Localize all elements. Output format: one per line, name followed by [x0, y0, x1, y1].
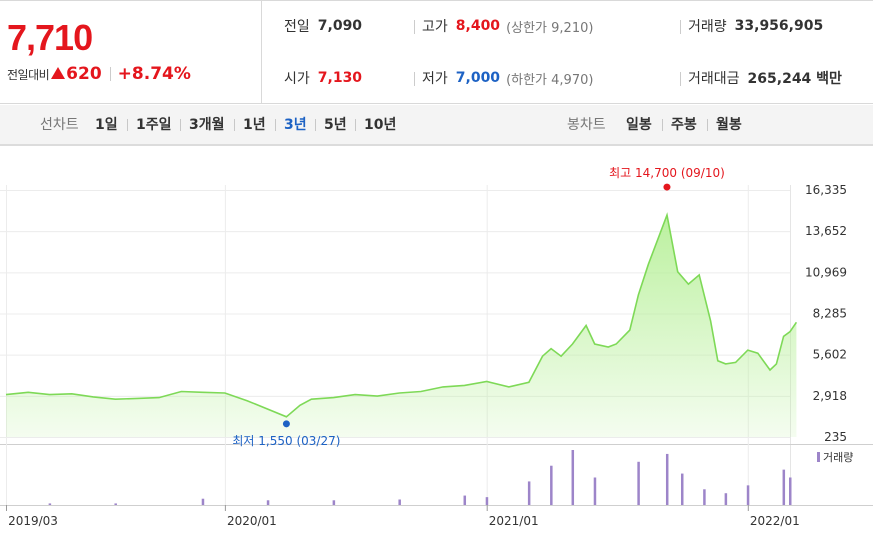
price-line [5, 212, 798, 418]
high-label: 고가 [422, 19, 448, 35]
change-percent: +8.74% [117, 64, 191, 84]
volume-bar [665, 453, 669, 505]
volume-bar [332, 500, 336, 505]
low-price: 저가 7,000 (하한가 4,970) [422, 68, 593, 88]
divider [180, 119, 181, 131]
volume-bar [201, 498, 205, 505]
divider [680, 72, 681, 86]
monthly-candle-button[interactable]: 월봉 [716, 117, 742, 133]
y-tick-label: 10,969 [805, 265, 847, 279]
max-annotation: 최고 14,700 (09/10) [609, 166, 725, 180]
volume-bar [114, 503, 117, 505]
min-annotation: 최저 1,550 (03/27) [232, 434, 340, 448]
period-5y-button[interactable]: 5년 [324, 117, 347, 133]
change-label: 전일대비 [7, 67, 50, 82]
current-price: 7,710 [7, 17, 93, 58]
divider [234, 119, 235, 131]
volume-bar [703, 489, 706, 505]
divider [662, 119, 663, 131]
up-triangle-icon [51, 67, 66, 79]
amount-label: 거래대금 [688, 71, 740, 87]
prev-close-value: 7,090 [317, 18, 363, 34]
volume-value: 33,956,905 [734, 18, 824, 34]
divider [355, 119, 356, 131]
max-marker [663, 183, 671, 191]
open-label: 시가 [284, 71, 310, 87]
daily-candle-button[interactable]: 일봉 [626, 117, 652, 133]
x-tick-label: 2019/03 [8, 514, 58, 528]
period-3y-button[interactable]: 3년 [284, 117, 307, 133]
change-row: 전일대비 620 +8.74% [7, 63, 191, 85]
period-1y-button[interactable]: 1년 [243, 117, 266, 133]
volume-bar [550, 465, 553, 505]
period-10y-button[interactable]: 10년 [364, 117, 397, 133]
volume-bar [266, 500, 270, 505]
y-tick-label: 5,602 [813, 348, 847, 362]
period-1d-button[interactable]: 1일 [95, 117, 118, 133]
open-value: 7,130 [317, 70, 363, 86]
volume-bar [398, 499, 401, 505]
divider [414, 20, 415, 34]
volume-bar [746, 485, 750, 505]
upper-limit: (상한가 9,210) [506, 20, 594, 36]
prev-close: 전일 7,090 [284, 16, 362, 36]
weekly-candle-button[interactable]: 주봉 [671, 117, 697, 133]
min-marker [282, 420, 290, 428]
price-area [6, 215, 797, 437]
volume: 거래량 33,956,905 [688, 16, 823, 36]
x-tick-label: 2021/01 [489, 514, 539, 528]
y-tick-label: 8,285 [813, 307, 847, 321]
volume-bar [463, 495, 467, 505]
y-tick-label: 235 [824, 430, 847, 444]
volume-bar [789, 477, 792, 505]
volume-legend-label: 거래량 [823, 451, 853, 464]
open-price: 시가 7,130 [284, 68, 362, 88]
volume-bar [637, 461, 640, 505]
x-tick-label: 2020/01 [227, 514, 277, 528]
divider [414, 72, 415, 86]
y-tick-label: 2,918 [813, 389, 847, 403]
price-chart[interactable]: 16,335 13,652 10,969 8,285 5,602 2,918 235 2019… [0, 145, 873, 540]
divider [680, 20, 681, 34]
high-price: 고가 8,400 (상한가 9,210) [422, 16, 593, 36]
divider [275, 119, 276, 131]
candle-chart-label: 봉차트 [567, 117, 606, 133]
volume-bar [571, 450, 575, 505]
divider [315, 119, 316, 131]
amount-value: 265,244 백만 [747, 71, 842, 87]
volume-bar [593, 477, 597, 505]
divider [707, 119, 708, 131]
y-tick-label: 16,335 [805, 183, 847, 197]
prev-close-label: 전일 [284, 19, 310, 35]
high-value: 8,400 [455, 18, 501, 34]
quote-panel: 7,710 전일대비 620 +8.74% 전일 7,090 고가 8,400 … [0, 0, 873, 104]
low-value: 7,000 [455, 70, 501, 86]
volume-bar [782, 469, 786, 505]
price-box: 7,710 전일대비 620 +8.74% [0, 1, 262, 104]
change-value: 620 [66, 64, 102, 84]
volume-bar [48, 503, 52, 505]
divider [127, 119, 128, 131]
lower-limit: (하한가 4,970) [506, 72, 594, 88]
x-tick-label: 2022/01 [750, 514, 800, 528]
period-3m-button[interactable]: 3개월 [189, 117, 225, 133]
volume-bar [485, 497, 489, 505]
trade-amount: 거래대금 265,244 백만 [688, 68, 842, 88]
line-chart-label: 선차트 [40, 117, 79, 133]
volume-bar [724, 493, 728, 505]
y-tick-label: 13,652 [805, 224, 847, 238]
period-1w-button[interactable]: 1주일 [136, 117, 172, 133]
low-label: 저가 [422, 71, 448, 87]
volume-label: 거래량 [688, 19, 727, 35]
chart-toolbar: 선차트 1일 1주일 3개월 1년 3년 5년 10년 봉차트 일봉 주봉 월봉 [0, 105, 873, 145]
divider [109, 67, 111, 81]
volume-bar [680, 473, 684, 505]
volume-legend-swatch [817, 452, 820, 462]
volume-bar [527, 481, 531, 505]
price-chart-svg: 16,335 13,652 10,969 8,285 5,602 2,918 235 2019… [0, 145, 873, 528]
